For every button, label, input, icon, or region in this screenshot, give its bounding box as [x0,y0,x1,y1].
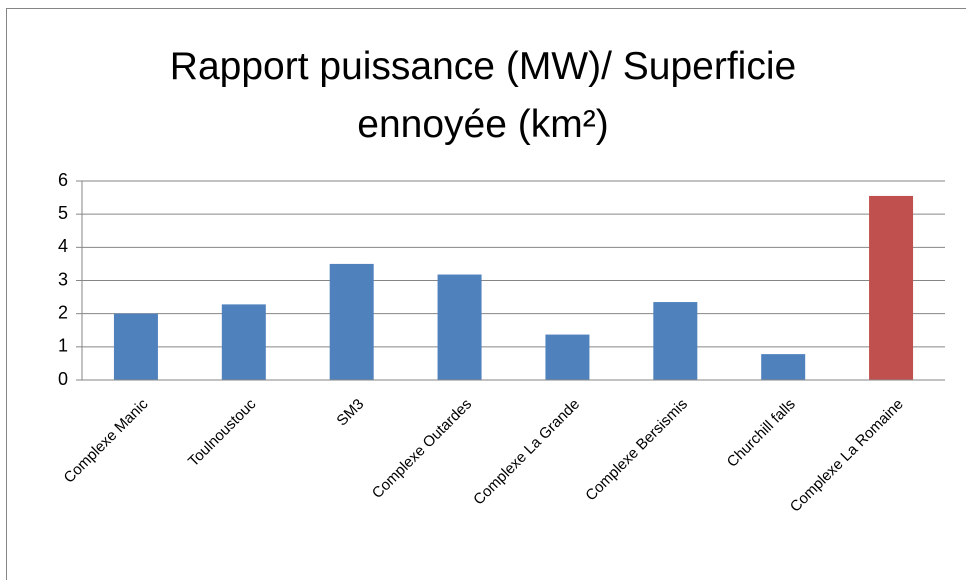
bar [113,313,158,380]
y-tick-label: 2 [58,302,68,322]
y-tick-label: 0 [58,369,68,389]
chart-frame [6,8,966,580]
x-tick-label: Complexe La Grande [470,396,583,509]
chart-title: Rapport puissance (MW)/ Superficie ennoy… [169,45,797,146]
bar [437,274,482,380]
x-tick-label: Complexe Outardes [369,396,475,502]
x-tick-label: Churchill falls [724,396,799,471]
x-tick-label: Complexe Manic [61,395,152,486]
y-tick-label: 3 [58,269,68,289]
x-tick-label: Complexe La Romaine [787,396,907,516]
bar [761,354,806,380]
bar [221,304,266,380]
bar [545,334,590,380]
bar [329,263,374,380]
x-tick-label: Toulnoustouc [185,395,260,470]
y-tick-label: 1 [58,336,68,356]
bar [653,302,698,380]
y-tick-label: 4 [58,236,68,256]
y-tick-label: 6 [58,170,68,190]
bar [869,195,914,380]
y-tick-label: 5 [58,203,68,223]
x-tick-label: Complexe Bersismis [582,396,691,505]
x-tick-label: SM3 [333,396,367,430]
